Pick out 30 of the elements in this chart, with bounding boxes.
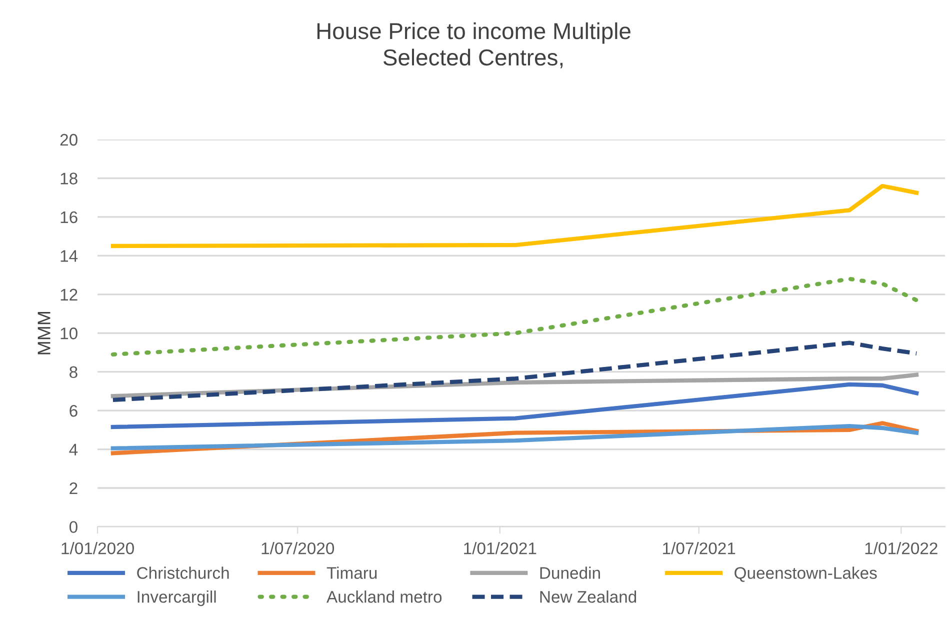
line-series [110, 340, 919, 402]
x-tick-label: 1/01/2020 [62, 542, 134, 554]
legend-label: Christchurch [137, 566, 229, 579]
legend-label: Dunedin [540, 566, 600, 579]
y-tick-label: 14 [60, 250, 78, 262]
x-tick-label: 1/07/2021 [663, 542, 736, 554]
line-series [110, 276, 919, 356]
line-series [110, 424, 919, 450]
y-axis-title: MMM [38, 312, 50, 354]
y-tick-label: 10 [60, 328, 78, 340]
y-tick-label: 6 [70, 404, 78, 417]
legend-label: New Zealand [540, 590, 636, 603]
legend-label: Invercargill [138, 590, 216, 606]
x-tick-label: 1/01/2022 [865, 542, 938, 554]
legend-label: Queenstown-Lakes [734, 566, 877, 582]
y-tick-label: 18 [60, 172, 78, 184]
y-tick-label: 16 [60, 211, 78, 224]
legend-label: Auckland metro [326, 590, 442, 603]
y-tick-label: 12 [60, 288, 78, 300]
line-series [110, 184, 919, 248]
y-tick-label: 4 [69, 444, 78, 456]
y-tick-label: 20 [60, 134, 78, 146]
legend-label: Timaru [326, 566, 377, 579]
line-series [110, 382, 919, 430]
y-tick-label: 8 [70, 366, 78, 378]
x-tick-label: 1/07/2020 [262, 542, 334, 554]
y-tick-label: 2 [70, 482, 78, 494]
y-tick-label: 0 [69, 521, 78, 533]
x-tick-label: 1/01/2021 [464, 542, 536, 554]
chart-title: House Price to income Multiple Selected Centres, [317, 22, 630, 68]
